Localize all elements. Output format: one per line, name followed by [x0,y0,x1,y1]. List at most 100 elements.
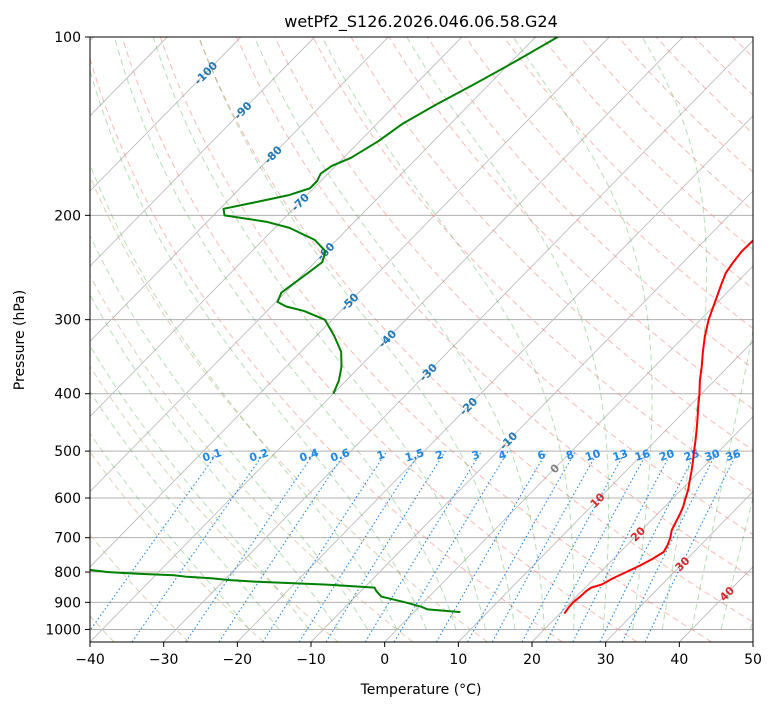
dry-adiabat [388,37,753,410]
dry-adiabat [197,37,753,623]
isotherm-line [310,190,753,642]
mixing-ratio-line [491,450,599,642]
y-tick-label: 500 [54,444,81,460]
dry-adiabat [90,174,488,642]
mixing-ratio-line [131,450,266,642]
isotherm-line [605,491,753,642]
x-tick-label: 20 [523,652,541,668]
isotherm-line [531,415,753,642]
mixing-ratio-line [185,450,316,642]
mixing-ratio-label: 13 [611,447,630,464]
moist-adiabat [90,344,309,630]
dry-adiabat [90,56,563,642]
y-tick-label: 1000 [45,622,81,638]
moist-adiabat [512,37,653,630]
axes: −40 −30 −20 −10 0 10 20 30 40 5010020030040050060… [45,30,762,668]
dewpoint-line-upper [222,37,559,395]
x-tick-label: 40 [670,652,688,668]
temperature-line [563,239,753,615]
mixing-ratio-label: 2 [434,448,445,463]
mixing-ratio-label: 1.5 [403,446,426,464]
mixing-ratio-line [218,450,347,642]
moist-adiabat [691,328,753,630]
isotherm-line [458,340,753,642]
moist-adiabat [90,432,251,630]
x-axis-label: Temperature (°C) [360,682,482,698]
plot-frame [89,36,754,643]
dry-adiabat [90,451,264,642]
dry-adiabat [236,37,753,579]
dry-adiabat [274,37,753,536]
dewpoint-line-lower [90,568,461,614]
y-tick-label: 700 [54,531,81,547]
mixing-ratio-line [521,450,627,642]
moist-adiabat [253,37,545,630]
x-tick-label: 0 [380,652,389,668]
y-tick-label: 100 [54,30,81,46]
y-tick-label: 400 [54,387,81,403]
x-tick-label: −20 [223,652,253,668]
mixing-ratio-line [262,450,388,642]
moist-adiabat [90,68,427,630]
y-tick-label: 200 [54,208,81,224]
isotherm-line [90,37,536,493]
moist-adiabat [90,234,368,630]
x-tick-label: 10 [449,652,467,668]
moist-adiabat [113,37,457,630]
mixing-ratio-label: 20 [658,447,677,464]
mixing-ratio-label: 16 [633,447,652,464]
isotherm-line [90,37,242,192]
mixing-ratio-label: 0.2 [248,446,271,464]
plot-area: 0.1 0.2 0.4 0.6 1 1.5 2 3 4 6 8 10 13 16 20 25 30 36-100-… [90,37,753,642]
dry-adiabat [350,37,753,451]
mixing-ratio-label: 0.4 [298,446,321,464]
x-tick-label: 30 [597,652,615,668]
moist-adiabat [720,496,753,630]
mixing-ratio-line [545,450,649,642]
mixing-ratio-line [621,450,718,642]
mixing-ratio-label: 4 [497,448,509,463]
mixing-ratio-label: 36 [724,447,743,464]
x-tick-label: 50 [744,652,762,668]
moist-adiabat [152,37,486,630]
dry-adiabat [312,37,753,493]
y-tick-label: 600 [54,491,81,507]
mixing-ratio-label: 8 [564,448,575,463]
moist-adiabat [406,37,610,630]
mixing-ratio-label: 0.1 [201,446,224,464]
mixing-ratio-line [298,450,422,642]
moist-adiabat [198,37,516,630]
isotherm-line [237,115,753,642]
x-tick-label: −10 [296,652,326,668]
mixing-ratio-label: 6 [536,448,548,463]
mixing-ratio-label: 0.6 [329,446,352,464]
x-tick-label: −30 [149,652,179,668]
dry-adiabat [426,37,753,370]
y-tick-label: 800 [54,565,81,581]
mixing-ratio-line [90,450,220,632]
moist-adiabat [90,293,339,630]
moist-adiabat [641,37,708,630]
mixing-ratio-label: 1 [375,448,386,463]
mixing-ratio-line [599,450,698,642]
y-tick-label: 300 [54,313,81,329]
mixing-ratio-label: 25 [682,447,701,464]
dry-adiabat [90,365,339,642]
x-tick-label: −40 [75,652,105,668]
dry-adiabat [159,37,712,642]
mixing-ratio-label: 30 [703,447,722,464]
isotherm-line [90,37,610,568]
isotherm-line [90,37,315,267]
isotherm-line [384,265,753,642]
mixing-ratio-label: 10 [584,447,603,464]
isotherm-line [90,37,463,418]
dry-adiabat [90,274,414,642]
mixing-ratio-label: 3 [470,448,481,463]
isotherm-line [90,37,389,342]
chart-title: wetPf2_S126.2026.046.06.58.G24 [284,12,558,32]
y-axis-label: Pressure (hPa) [12,290,28,390]
isotherm-line [163,39,753,642]
y-tick-label: 900 [54,595,81,611]
